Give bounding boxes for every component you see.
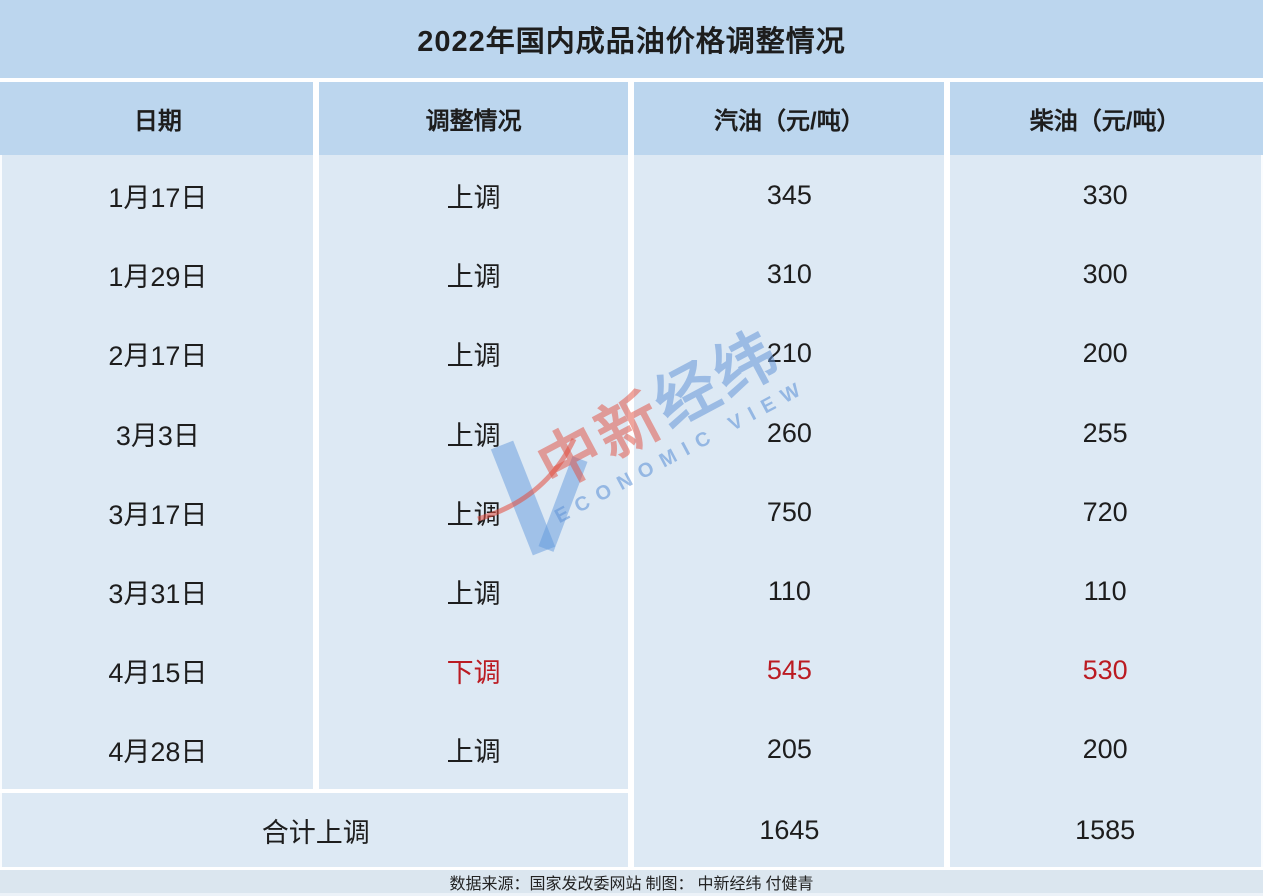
table-row: 4月28日 上调 205 200 (0, 710, 1263, 789)
cell-adjustment: 上调 (446, 500, 501, 530)
divider-above-footer (0, 867, 1263, 870)
total-row: 合计上调 1645 1585 (0, 793, 1263, 867)
table-row: 2月17日 上调 210 200 (0, 314, 1263, 393)
cell-diesel: 110 (1083, 576, 1127, 606)
page-title: 2022年国内成品油价格调整情况 (0, 0, 1263, 78)
cell-diesel: 200 (1082, 734, 1128, 764)
table-row: 4月15日 下调 545 530 (0, 631, 1263, 710)
cell-adjustment: 上调 (446, 579, 501, 609)
cell-diesel: 330 (1082, 180, 1128, 210)
cell-date: 4月15日 (108, 658, 208, 688)
cell-adjustment: 上调 (446, 737, 501, 767)
table-row: 1月17日 上调 345 330 (0, 156, 1263, 235)
cell-gasoline: 210 (766, 338, 812, 368)
cell-gasoline: 260 (766, 418, 812, 448)
cell-adjustment: 下调 (446, 658, 501, 688)
cell-diesel: 720 (1082, 497, 1128, 527)
divider-under-title (0, 78, 1263, 82)
cell-diesel: 255 (1082, 418, 1128, 448)
cell-adjustment: 上调 (446, 183, 501, 213)
header-date: 日期 (133, 108, 182, 135)
total-gasoline: 1645 (759, 814, 820, 845)
cell-gasoline: 205 (766, 734, 812, 764)
total-diesel: 1585 (1075, 814, 1136, 845)
cell-date: 4月28日 (108, 737, 208, 767)
cell-gasoline: 545 (766, 655, 812, 685)
column-separator-3 (944, 82, 950, 868)
header-gasoline: 汽油（元/吨） (714, 108, 865, 135)
cell-gasoline: 110 (767, 576, 811, 606)
table-row: 1月29日 上调 310 300 (0, 235, 1263, 314)
cell-diesel: 200 (1082, 338, 1128, 368)
cell-gasoline: 345 (766, 180, 812, 210)
cell-adjustment: 上调 (446, 421, 501, 451)
cell-gasoline: 310 (766, 259, 812, 289)
cell-adjustment: 上调 (446, 262, 501, 292)
header-diesel: 柴油（元/吨） (1029, 108, 1181, 135)
cell-date: 2月17日 (108, 341, 208, 371)
cell-date: 3月31日 (108, 579, 208, 609)
cell-diesel: 530 (1082, 655, 1128, 685)
total-label: 合计上调 (261, 817, 370, 848)
column-separator-1 (313, 82, 319, 789)
cell-gasoline: 750 (766, 497, 812, 527)
cell-date: 1月17日 (108, 183, 208, 213)
cell-date: 3月3日 (115, 421, 200, 451)
table-row: 3月17日 上调 750 720 (0, 473, 1263, 552)
cell-diesel: 300 (1082, 259, 1128, 289)
divider-above-total-row (0, 789, 634, 793)
cell-adjustment: 上调 (446, 341, 501, 371)
table-row: 3月31日 上调 110 110 (0, 552, 1263, 631)
cell-date: 1月29日 (108, 262, 208, 292)
column-separator-2 (628, 82, 634, 868)
header-adjustment: 调整情况 (425, 108, 522, 135)
footer-source-note: 数据来源：国家发改委网站 制图： 中新经纬 付健青 (0, 870, 1263, 896)
table-row: 3月3日 上调 260 255 (0, 394, 1263, 473)
cell-date: 3月17日 (108, 500, 208, 530)
